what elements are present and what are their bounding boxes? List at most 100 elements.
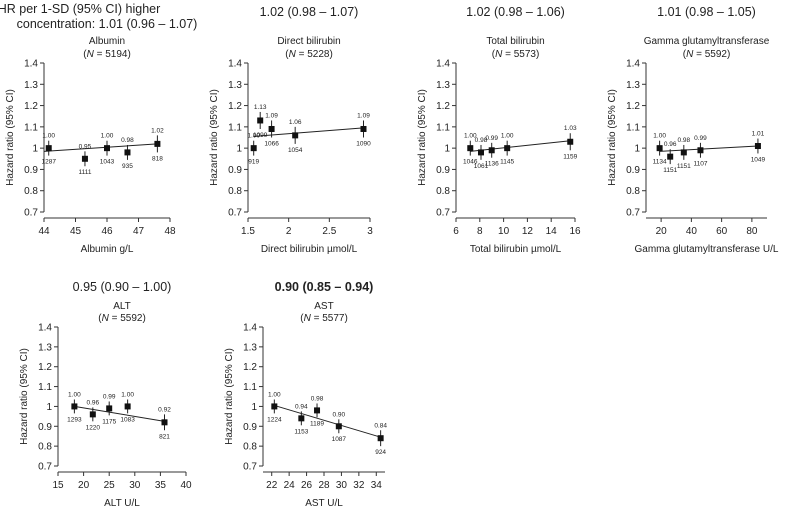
hr-value-label: 1.09: [265, 112, 278, 119]
hr-value-label: 1.00: [42, 133, 55, 140]
y-tick-label: 1.2: [38, 362, 52, 373]
count-label: 1090: [356, 141, 371, 148]
hr-point: [360, 125, 367, 132]
x-axis-label: Albumin g/L: [81, 244, 134, 255]
y-tick-label: 1.2: [436, 101, 450, 112]
x-tick-label: 2.5: [322, 226, 336, 237]
hr-value-label: 1.09: [357, 112, 370, 119]
x-tick-label: 1.5: [241, 226, 255, 237]
x-axis-label: Direct bilirubin µmol/L: [261, 244, 358, 255]
x-axis-label: AST U/L: [305, 498, 343, 509]
x-tick-label: 8: [477, 226, 483, 237]
y-tick-label: 0.7: [228, 208, 242, 219]
y-tick-label: 1.4: [228, 59, 242, 70]
hr-point: [504, 145, 511, 152]
x-tick-label: 45: [70, 226, 82, 237]
x-tick-label: 15: [52, 480, 64, 491]
y-tick-label: 0.9: [243, 422, 257, 433]
y-tick-label: 1.2: [24, 101, 38, 112]
y-tick-label: 1.3: [436, 80, 450, 91]
hr-value-label: 1.02: [151, 127, 164, 134]
figure-header: HR per 1-SD (95% CI) higher: [0, 2, 160, 16]
x-tick-label: 28: [318, 480, 330, 491]
hr-value-label: 0.96: [86, 399, 99, 406]
count-label: 919: [248, 159, 259, 166]
x-tick-label: 35: [155, 480, 167, 491]
hr-value-label: 1.00: [653, 133, 666, 140]
y-tick-label: 0.9: [228, 165, 242, 176]
x-tick-label: 24: [284, 480, 296, 491]
x-tick-label: 2: [286, 226, 292, 237]
hr-value-label: 1.00: [121, 391, 134, 398]
y-tick-label: 0.8: [38, 442, 52, 453]
y-tick-label: 1.3: [626, 80, 640, 91]
x-tick-label: 44: [38, 226, 50, 237]
count-label: 1111: [78, 169, 91, 176]
x-tick-label: 32: [353, 480, 365, 491]
count-label: 1145: [500, 159, 514, 166]
hr-value-label: 1.13: [254, 104, 267, 111]
hr-point: [71, 403, 78, 410]
hr-point: [567, 138, 574, 145]
sample-size: (N = 5228): [285, 49, 333, 60]
hr-point: [467, 145, 474, 152]
trend-line: [470, 140, 571, 152]
count-label: 1189: [310, 420, 324, 427]
y-tick-label: 1.1: [228, 122, 242, 133]
chart-title: Gamma glutamyltransferase: [644, 36, 770, 47]
count-label: 821: [159, 433, 170, 440]
y-tick-label: 1: [32, 144, 38, 155]
hr-summary: concentration: 1.01 (0.96 – 1.07): [17, 17, 198, 31]
hr-value-label: 0.99: [103, 393, 116, 400]
sample-size: (N = 5194): [83, 49, 131, 60]
y-tick-label: 0.7: [626, 208, 640, 219]
y-tick-label: 0.8: [436, 186, 450, 197]
x-tick-label: 14: [546, 226, 558, 237]
x-tick-label: 30: [336, 480, 348, 491]
hr-point: [250, 145, 257, 152]
x-tick-label: 80: [746, 226, 758, 237]
y-tick-label: 1: [236, 144, 242, 155]
hr-value-label: 0.98: [311, 395, 324, 402]
count-label: 1136: [485, 161, 499, 168]
y-tick-label: 1.1: [626, 122, 640, 133]
hr-point: [257, 117, 264, 124]
hr-value-label: 0.94: [295, 403, 308, 410]
count-label: 1087: [332, 436, 347, 443]
count-label: 1061: [474, 163, 489, 170]
hr-value-label: 0.98: [475, 137, 488, 144]
count-label: 1134: [653, 159, 667, 166]
hr-point: [656, 145, 663, 152]
hr-point: [680, 149, 687, 156]
hr-summary: 1.02 (0.98 – 1.06): [466, 5, 565, 19]
count-label: 1151: [677, 163, 691, 170]
x-tick-label: 12: [522, 226, 534, 237]
hr-point: [335, 423, 342, 430]
y-tick-label: 1.3: [228, 80, 242, 91]
count-label: 935: [122, 163, 133, 170]
hr-point: [106, 405, 113, 412]
hr-value-label: 0.96: [664, 141, 677, 148]
x-tick-label: 26: [301, 480, 313, 491]
sample-size: (N = 5573): [492, 49, 540, 60]
hr-value-label: 1.00: [101, 133, 114, 140]
hr-value-label: 0.90: [332, 411, 345, 418]
count-label: 1054: [288, 147, 303, 154]
y-tick-label: 0.7: [243, 462, 257, 473]
y-tick-label: 1.4: [38, 323, 52, 334]
hr-value-label: 1.00: [68, 391, 81, 398]
trend-line: [274, 404, 381, 438]
x-tick-label: 40: [686, 226, 698, 237]
y-tick-label: 1.4: [24, 59, 38, 70]
hr-point: [298, 415, 305, 422]
chart-title: AST: [314, 301, 333, 312]
trend-line: [74, 405, 165, 422]
x-tick-label: 6: [453, 226, 459, 237]
count-label: 1153: [294, 428, 308, 435]
x-tick-label: 16: [569, 226, 581, 237]
count-label: 1049: [751, 156, 766, 163]
y-tick-label: 0.9: [38, 422, 52, 433]
y-tick-label: 1: [46, 402, 52, 413]
chart-title: ALT: [113, 301, 131, 312]
